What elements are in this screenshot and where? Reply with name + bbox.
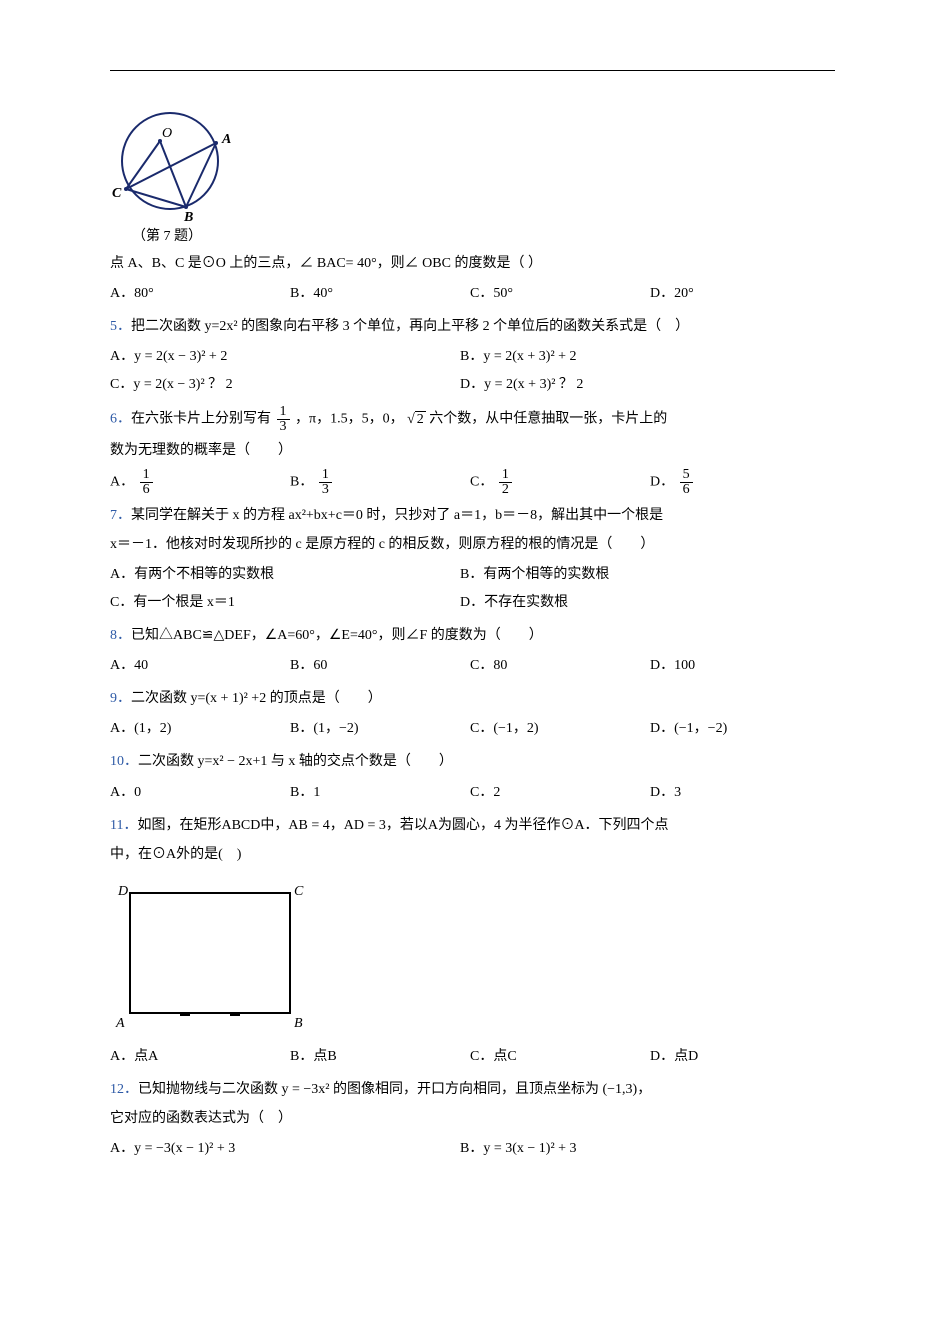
- q6-frac1: 13: [277, 405, 290, 434]
- q10-opt-A: A．0: [110, 779, 290, 807]
- q8-opt-B: B．60: [290, 652, 470, 680]
- q4-options: A．80° B．40° C．50° D．20°: [110, 280, 835, 308]
- q6-opt-D: D． 56: [650, 468, 830, 497]
- top-rule: [110, 70, 835, 71]
- q9-stem: 9．二次函数 y=(x + 1)² +2 的顶点是（ ）: [110, 686, 835, 711]
- q7-line1: 7．某同学在解关于 x 的方程 ax²+bx+c＝0 时，只抄对了 a＝1，b＝…: [110, 503, 835, 528]
- q11-opt-C: C．点C: [470, 1043, 650, 1071]
- q7-stem-a: 某同学在解关于 x 的方程 ax²+bx+c＝0 时，只抄对了 a＝1，b＝－8…: [131, 508, 663, 523]
- q11-opt-B: B．点B: [290, 1043, 470, 1071]
- q12-line1: 12．已知抛物线与二次函数 y = −3x² 的图像相同，开口方向相同，且顶点坐…: [110, 1077, 835, 1102]
- q7-num: 7．: [110, 508, 131, 523]
- q7-opt-B: B．有两个相等的实数根: [460, 561, 810, 589]
- q10-opt-D: D．3: [650, 779, 830, 807]
- q7-figure: O A B C: [110, 101, 835, 221]
- q4-opt-A: A．80°: [110, 280, 290, 308]
- q12-line2: 它对应的函数表达式为（ ）: [110, 1106, 835, 1131]
- q5-stem-text: 把二次函数 y=2x² 的图象向右平移 3 个单位，再向上平移 2 个单位后的函…: [131, 319, 689, 334]
- label-B: B: [183, 210, 193, 221]
- q6-line1: 6．在六张卡片上分别写有 13 ，π，1.5，5，0， 2 六个数，从中任意抽取…: [110, 405, 835, 434]
- q4-stem: 点 A、B、C 是⊙O 上的三点，∠ BAC= 40°，则∠ OBC 的度数是（…: [110, 251, 835, 276]
- q5-options: A．y = 2(x − 3)² + 2 B．y = 2(x + 3)² + 2 …: [110, 343, 835, 399]
- q11-line2: 中，在⊙A外的是( ): [110, 842, 835, 867]
- q9-opt-C: C．(−1，2): [470, 715, 650, 743]
- q11-num: 11．: [110, 818, 137, 833]
- label-C: C: [112, 186, 122, 201]
- q9-opt-B: B．(1，−2): [290, 715, 470, 743]
- q6-line2: 数为无理数的概率是（ ）: [110, 438, 835, 463]
- q10-opt-C: C．2: [470, 779, 650, 807]
- q8-options: A．40 B．60 C．80 D．100: [110, 652, 835, 680]
- q9-options: A．(1，2) B．(1，−2) C．(−1，2) D．(−1，−2): [110, 715, 835, 743]
- q8-opt-A: A．40: [110, 652, 290, 680]
- q12-opt-A: A．y = −3(x − 1)² + 3: [110, 1135, 460, 1163]
- q5-stem: 5．把二次函数 y=2x² 的图象向右平移 3 个单位，再向上平移 2 个单位后…: [110, 314, 835, 339]
- q11-label-D: D: [117, 884, 128, 899]
- q10-options: A．0 B．1 C．2 D．3: [110, 779, 835, 807]
- q6-sqrt: 2: [407, 407, 426, 432]
- q8-opt-C: C．80: [470, 652, 650, 680]
- figure7-caption: （第 7 题）: [132, 225, 835, 245]
- q5-opt-D: D．y = 2(x + 3)² ？ 2: [460, 371, 810, 399]
- q11-figure: D C A B: [110, 875, 835, 1035]
- q5-opt-B: B．y = 2(x + 3)² + 2: [460, 343, 810, 371]
- q6-opt-B: B． 13: [290, 468, 470, 497]
- label-O: O: [162, 126, 172, 141]
- q10-num: 10．: [110, 754, 138, 769]
- q11-options: A．点A B．点B C．点C D．点D: [110, 1043, 835, 1071]
- q6-opt-A: A． 16: [110, 468, 290, 497]
- label-A: A: [221, 132, 231, 147]
- q7-opt-D: D．不存在实数根: [460, 589, 810, 617]
- q12-opt-B: B．y = 3(x − 1)² + 3: [460, 1135, 810, 1163]
- q10-stem: 10．二次函数 y=x² − 2x+1 与 x 轴的交点个数是（ ）: [110, 749, 835, 774]
- q10-opt-B: B．1: [290, 779, 470, 807]
- q6-opt-C: C． 12: [470, 468, 650, 497]
- q8-stem: 8．已知△ABC≌△DEF，∠A=60°，∠E=40°，则∠F 的度数为（ ）: [110, 623, 835, 648]
- q6-num: 6．: [110, 412, 131, 427]
- q6-stem-c: 六个数，从中任意抽取一张，卡片上的: [429, 412, 667, 427]
- q5-opt-A: A．y = 2(x − 3)² + 2: [110, 343, 460, 371]
- q5-num: 5．: [110, 319, 131, 334]
- q12-options: A．y = −3(x − 1)² + 3 B．y = 3(x − 1)² + 3: [110, 1135, 835, 1163]
- q11-opt-D: D．点D: [650, 1043, 830, 1071]
- q6-options: A． 16 B． 13 C． 12 D． 56: [110, 468, 835, 497]
- q6-stem-a: 在六张卡片上分别写有: [131, 412, 271, 427]
- q4-opt-B: B．40°: [290, 280, 470, 308]
- q7-line2: x＝－1．他核对时发现所抄的 c 是原方程的 c 的相反数，则原方程的根的情况是…: [110, 532, 835, 557]
- q11-label-A: A: [115, 1016, 125, 1031]
- q12-num: 12．: [110, 1082, 138, 1097]
- q7-opt-C: C．有一个根是 x＝1: [110, 589, 460, 617]
- q7-options: A．有两个不相等的实数根 B．有两个相等的实数根 C．有一个根是 x＝1 D．不…: [110, 561, 835, 617]
- q11-opt-A: A．点A: [110, 1043, 290, 1071]
- q8-opt-D: D．100: [650, 652, 830, 680]
- q9-opt-D: D．(−1，−2): [650, 715, 830, 743]
- q9-opt-A: A．(1，2): [110, 715, 290, 743]
- q4-opt-C: C．50°: [470, 280, 650, 308]
- q11-line1: 11．如图，在矩形ABCD中，AB = 4，AD = 3，若以A为圆心，4 为半…: [110, 813, 835, 838]
- q4-opt-D: D．20°: [650, 280, 830, 308]
- q11-label-B: B: [294, 1016, 303, 1031]
- q5-opt-C: C．y = 2(x − 3)² ？ 2: [110, 371, 460, 399]
- q9-num: 9．: [110, 691, 131, 706]
- q6-stem-b: ，π，1.5，5，0，: [295, 412, 404, 427]
- q8-num: 8．: [110, 628, 131, 643]
- q7-opt-A: A．有两个不相等的实数根: [110, 561, 460, 589]
- q11-label-C: C: [294, 884, 304, 899]
